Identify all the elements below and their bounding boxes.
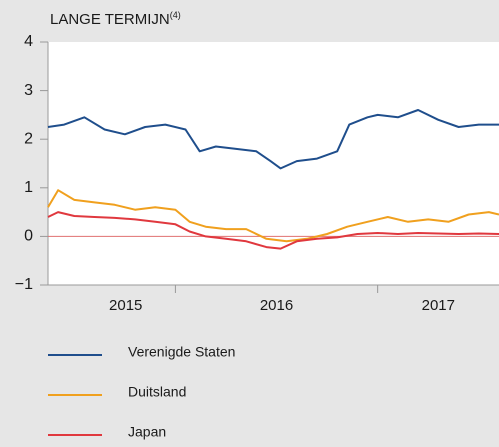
x-tick-label: 2017 (422, 297, 455, 314)
y-tick-label: 0 (24, 228, 33, 245)
title-note: (4) (170, 10, 181, 20)
y-tick-label: 4 (24, 33, 33, 50)
y-tick-label: 1 (24, 179, 33, 196)
chart-title: LANGE TERMIJN(4) (50, 10, 181, 28)
title-text: LANGE TERMIJN (50, 11, 170, 28)
x-tick-label: 2016 (260, 297, 293, 314)
y-tick-label: 2 (24, 130, 33, 147)
legend-label: Japan (128, 424, 166, 440)
series-line (47, 211, 499, 250)
y-tick-label: −1 (15, 276, 33, 293)
legend-label: Verenigde Staten (128, 344, 235, 360)
y-tick-label: 3 (24, 82, 33, 99)
x-tick-label: 2015 (109, 297, 142, 314)
series-line (47, 189, 499, 243)
series-line (47, 109, 499, 170)
legend-label: Duitsland (128, 384, 186, 400)
